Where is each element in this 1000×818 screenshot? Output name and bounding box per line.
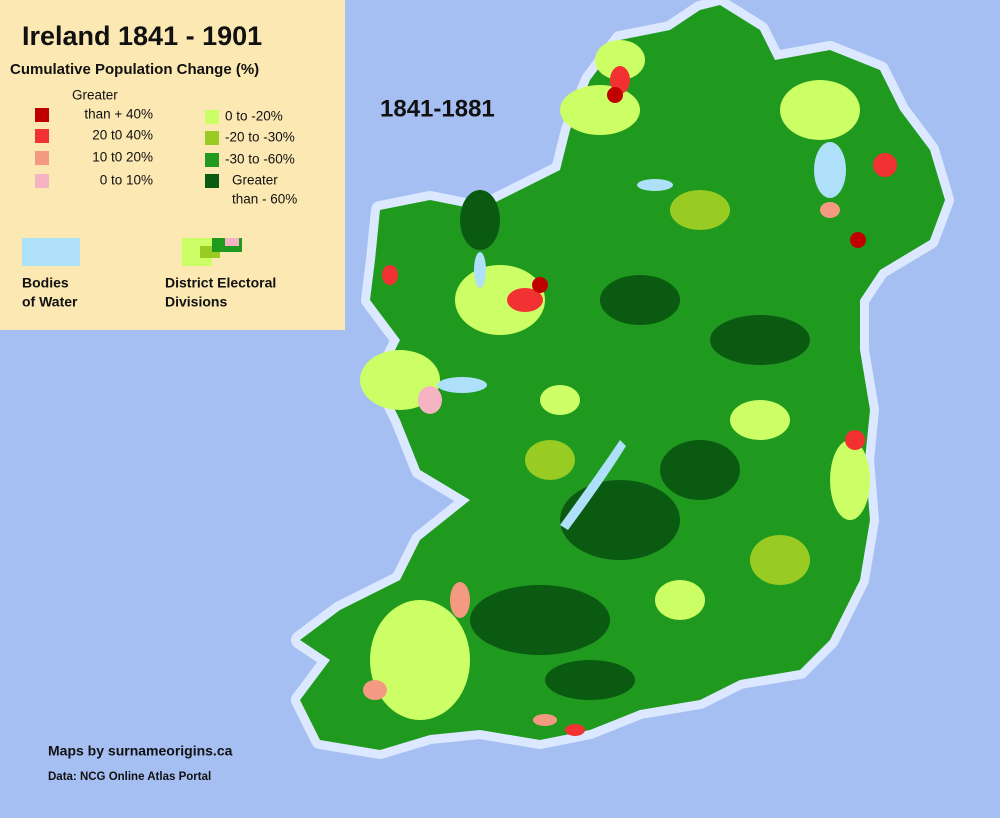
water-swatch — [22, 238, 80, 266]
district-patch — [730, 400, 790, 440]
legend-swatch — [205, 153, 219, 167]
divisions-swatch-part — [185, 252, 200, 266]
legend-label: than - 60% — [232, 192, 297, 207]
legend-swatch — [205, 131, 219, 145]
legend-label: 20 t0 40% — [92, 128, 153, 143]
legend-label: Bodies — [22, 275, 69, 291]
legend-label: Greater — [232, 173, 278, 188]
legend-label: Divisions — [165, 294, 227, 310]
district-patch — [850, 232, 866, 248]
district-patch — [670, 190, 730, 230]
district-patch — [710, 315, 810, 365]
district-patch — [595, 40, 645, 80]
legend-label: -20 to -30% — [225, 130, 295, 145]
district-patch — [780, 80, 860, 140]
district-patch — [370, 600, 470, 720]
credit-maps: Maps by surnameorigins.ca — [48, 743, 233, 759]
subtitle: Cumulative Population Change (%) — [10, 61, 259, 78]
legend-swatch — [35, 108, 49, 122]
legend-swatch — [35, 129, 49, 143]
district-patch — [460, 190, 500, 250]
district-patch — [565, 724, 585, 736]
legend-label: District Electoral — [165, 275, 276, 291]
district-patch — [525, 440, 575, 480]
district-patch — [845, 430, 865, 450]
district-patch — [560, 85, 640, 135]
legend-swatch — [205, 174, 219, 188]
legend: Greater than + 40% 20 t0 40% 10 t0 20% 0 to … — [22, 88, 297, 310]
district-patch — [507, 288, 543, 312]
district-patch — [470, 585, 610, 655]
district-patch — [382, 265, 398, 285]
legend-swatch — [35, 174, 49, 188]
district-patch — [418, 386, 442, 414]
title: Ireland 1841 - 1901 — [22, 21, 262, 51]
district-patch — [655, 580, 705, 620]
district-patch — [830, 440, 870, 520]
period-label: 1841-1881 — [380, 95, 495, 122]
divisions-swatch — [182, 238, 242, 266]
district-patch — [540, 385, 580, 415]
district-patch — [560, 480, 680, 560]
legend-label: than + 40% — [84, 107, 153, 122]
legend-label: Greater — [72, 88, 118, 103]
district-patch — [545, 660, 635, 700]
district-patch — [660, 440, 740, 500]
district-patch — [607, 87, 623, 103]
district-patch — [450, 582, 470, 618]
district-patch — [533, 714, 557, 726]
divisions-swatch-part — [225, 238, 239, 246]
district-patch — [532, 277, 548, 293]
ireland — [291, 0, 954, 759]
district-patch — [750, 535, 810, 585]
legend-label: 10 t0 20% — [92, 150, 153, 165]
legend-swatch — [205, 110, 219, 124]
district-patch — [873, 153, 897, 177]
district-patch — [820, 202, 840, 218]
legend-label: 0 to -20% — [225, 109, 283, 124]
legend-label: 0 to 10% — [100, 173, 153, 188]
district-patch — [363, 680, 387, 700]
district-patch — [600, 275, 680, 325]
credit-data: Data: NCG Online Atlas Portal — [48, 771, 211, 783]
legend-label: -30 to -60% — [225, 152, 295, 167]
legend-box — [0, 0, 345, 330]
legend-swatch — [35, 151, 49, 165]
legend-label: of Water — [22, 294, 78, 310]
